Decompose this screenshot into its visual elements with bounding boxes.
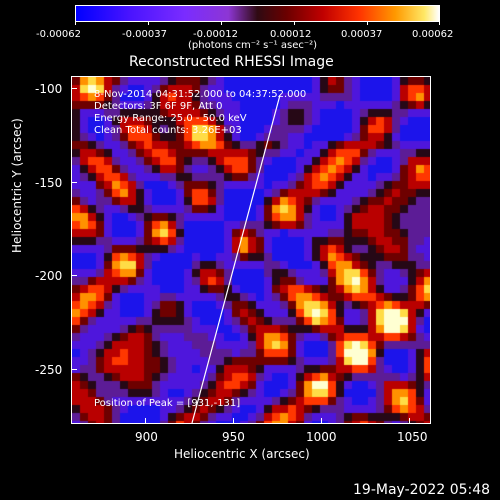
x-tick-label-950: 950 [222,430,245,444]
y-tick-label-250: -250 [35,363,63,377]
annotation-detectors: Detectors: 3F 6F 9F, Att 0 [94,101,223,112]
x-tick-1050 [409,418,410,424]
colorbar-tick-4 [294,21,295,25]
y-tick-150 [71,182,77,183]
colorbar-tick-label-1: -0.00062 [36,29,81,40]
footer-timestamp: 19-May-2022 05:48 [353,482,491,498]
plot-title: Reconstructed RHESSI Image [129,54,334,70]
colorbar-tick-6 [439,21,440,25]
x-tick-label-1000: 1000 [306,430,337,444]
annotation-energy-range: Energy Range: 25.0 - 50.0 keV [94,113,247,124]
x-tick-1000 [321,418,322,424]
colorbar-tick-label-2: -0.00037 [122,29,167,40]
y-tick-label-200: -200 [35,269,63,283]
y-axis-label: Heliocentric Y (arcsec) [10,118,24,253]
x-tick-label-900: 900 [135,430,158,444]
colorbar-tick-label-3: -0.00012 [193,29,238,40]
colorbar [75,5,440,22]
x-tick-label-1050: 1050 [397,430,428,444]
annotation-time-range: 8-Nov-2014 04:31:52.000 to 04:37:52.000 [94,89,307,100]
colorbar-tick-label-6: 0.00062 [412,29,454,40]
colorbar-tick-5 [367,21,368,25]
y-tick-250 [71,369,77,370]
colorbar-unit-label: (photons cm⁻² s⁻¹ asec⁻²) [188,40,318,51]
annotation-peak-position: Position of Peak = [931,-131] [94,398,241,409]
x-axis-label: Heliocentric X (arcsec) [174,447,310,461]
colorbar-tick-1 [75,21,76,25]
x-tick-900 [145,418,146,424]
y-tick-label-150: -150 [35,176,63,190]
annotation-clean-counts: Clean Total counts: 3.26E+03 [94,125,242,136]
x-tick-950 [233,418,234,424]
plot-frame [71,76,431,424]
y-tick-label-100: -100 [35,82,63,96]
colorbar-tick-3 [221,21,222,25]
colorbar-tick-label-4: 0.00012 [270,29,312,40]
colorbar-tick-label-5: 0.00037 [341,29,383,40]
colorbar-tick-2 [148,21,149,25]
y-tick-200 [71,275,77,276]
y-tick-100 [71,88,77,89]
